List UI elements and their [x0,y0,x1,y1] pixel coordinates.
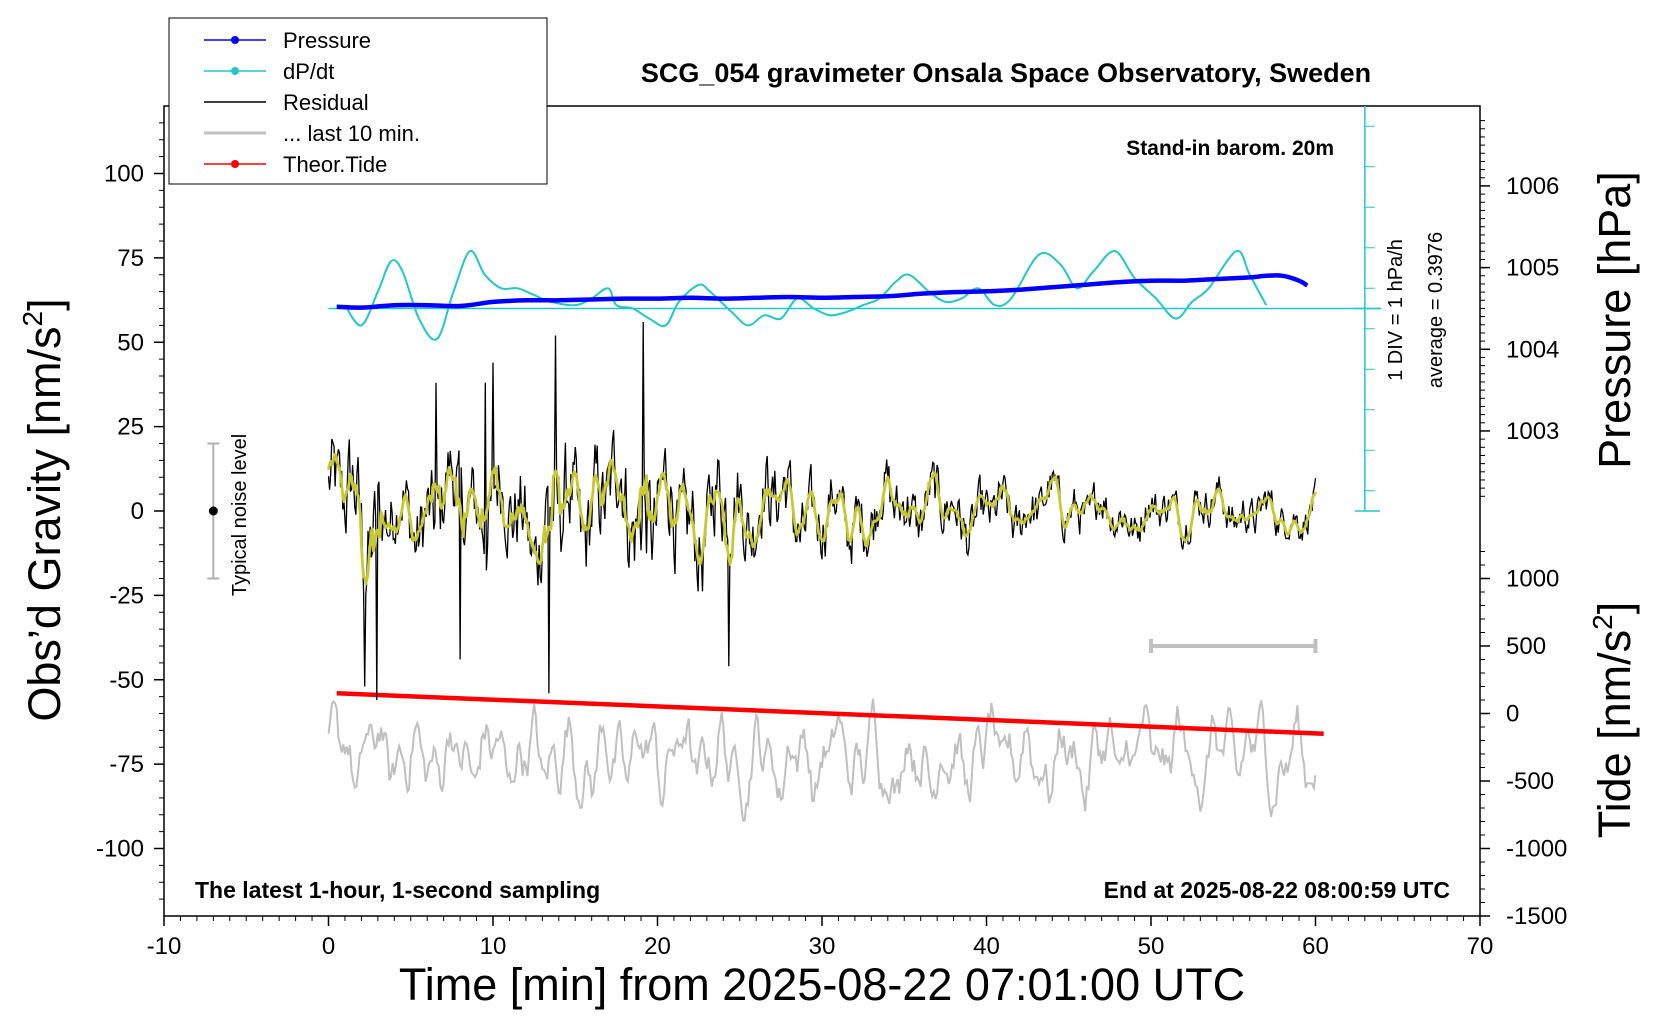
y-tick-label: 100 [104,161,144,188]
tide-axis-label-tail: ] [1589,602,1640,615]
x-tick-label: 20 [644,933,671,960]
x-tick-label: 40 [973,933,1000,960]
y-tick-label: -75 [109,751,144,778]
y-tick-label: 0 [131,498,144,525]
x-axis-label: Time [min] from 2025-08-22 07:01:00 UTC [399,959,1245,1010]
legend-marker [231,160,239,168]
legend-label: Residual [283,90,369,115]
legend-marker [231,36,239,44]
y-tick-label: -25 [109,582,144,609]
chart-title: SCG_054 gravimeter Onsala Space Observat… [641,58,1371,88]
last-10-min-line [327,698,1317,822]
dpdt-div-label: 1 DIV = 1 hPa/h [1385,239,1407,381]
pressure-axis-label: Pressure [hPa] [1589,171,1640,469]
noise-label: Typical noise level [229,434,251,596]
y-axis-label-main: Obs’d Gravity [nm/s [19,327,70,722]
y-tick-label: -50 [109,667,144,694]
pressure-axis-ticks: 1003 1004 1005 1006 [1480,120,1559,497]
pressure-tick-label: 1003 [1506,418,1559,445]
standin-annotation: Stand-in barom. 20m [1126,137,1334,160]
y-axis-ticks: -100 -75 -50 -25 0 25 50 75 100 [96,122,164,900]
series-theor-tide [336,691,1324,736]
x-tick-label: 70 [1467,933,1494,960]
y-axis-label-tail: ] [19,298,70,311]
x-tick-label: 60 [1302,933,1329,960]
noise-bar-dot [208,506,218,516]
y-axis-label: Obs’d Gravity [nm/s2] [17,298,70,721]
legend-marker [231,67,239,75]
series-dpdt [344,250,1268,341]
series-pressure [336,273,1309,310]
series-residual-smoothed [327,452,1317,586]
tide-tick-label: 0 [1506,701,1519,728]
tide-tick-label: -1500 [1506,903,1567,930]
tide-tick-label: 1000 [1506,566,1559,593]
legend-label: ... last 10 min. [283,121,420,146]
legend-label: Theor.Tide [283,152,387,177]
tide-tick-label: 500 [1506,633,1546,660]
tide-axis-label: Tide [nm/s2] [1587,602,1640,838]
x-tick-label: 50 [1138,933,1165,960]
tide-axis-label-main: Tide [nm/s [1589,630,1640,838]
tide-tick-label: -500 [1506,768,1554,795]
chart-extras [207,442,1318,653]
residual-smoothed-line [327,452,1317,586]
tide-tick-label: -1000 [1506,836,1567,863]
x-tick-label: 30 [809,933,836,960]
x-tick-label: 0 [322,933,335,960]
tide-axis-ticks: -1500 -1000 -500 0 500 1000 [1480,551,1567,930]
pressure-tick-label: 1006 [1506,173,1559,200]
latest-annotation: The latest 1-hour, 1-second sampling [195,877,600,903]
legend: Pressure dP/dt Residual ... last 10 min. The… [168,17,548,185]
tide-axis-label-sup: 2 [1587,614,1618,630]
legend-label: dP/dt [283,59,334,84]
y-tick-label: 75 [117,245,144,272]
dpdt-line [344,250,1268,341]
tide-line [336,691,1324,736]
pressure-tick-label: 1005 [1506,255,1559,282]
dpdt-average-label: average = 0.3976 [1425,232,1447,388]
x-tick-label: -10 [147,933,182,960]
y-axis-label-sup: 2 [17,311,48,327]
y-tick-label: -100 [96,836,144,863]
x-axis-ticks: -10 0 10 20 30 40 50 60 70 [147,916,1494,960]
pressure-tick-label: 1004 [1506,336,1559,363]
legend-box [168,17,548,185]
x-tick-label: 10 [480,933,507,960]
legend-label: Pressure [283,28,371,53]
end-annotation: End at 2025-08-22 08:00:59 UTC [1104,877,1450,903]
pressure-line [336,273,1309,310]
y-tick-label: 50 [117,329,144,356]
series-last-10-min [327,698,1317,822]
y-tick-label: 25 [117,414,144,441]
